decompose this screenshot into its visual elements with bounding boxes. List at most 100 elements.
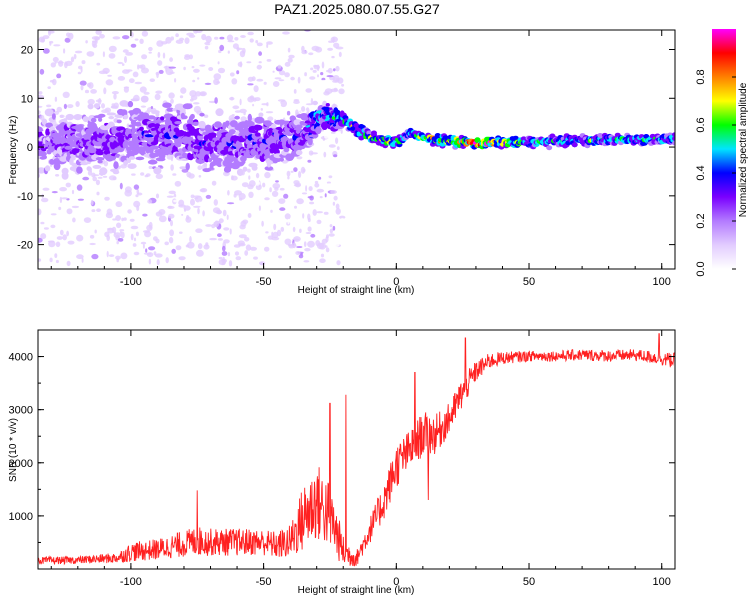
spectrogram-speckle (102, 175, 108, 178)
spectrogram-speckle (238, 234, 247, 239)
spectrogram-speckle (211, 180, 217, 186)
spectrogram-cell (101, 129, 106, 135)
spectrogram-speckle (135, 231, 139, 237)
spectrogram-speckle (168, 237, 174, 244)
spectrogram-speckle (211, 218, 216, 223)
spectrogram-speckle (133, 237, 137, 242)
spectrogram-speckle (121, 246, 126, 250)
spectrogram-speckle (265, 111, 274, 114)
spectrogram-speckle (191, 66, 195, 69)
spectrogram-speckle (179, 37, 185, 41)
spectrogram-speckle (197, 243, 203, 250)
spectrogram-speckle (241, 182, 249, 188)
spectrogram-speckle (205, 194, 212, 199)
spectrogram-speckle (264, 197, 270, 201)
spectrogram-speckle (43, 48, 50, 54)
spectrogram-speckle (42, 187, 50, 191)
spectrogram-speckle (243, 112, 246, 116)
spectrogram-speckle (85, 40, 88, 44)
spectrogram-speckle (318, 176, 322, 180)
snr-y-tick-label: 3000 (9, 405, 33, 417)
spectrogram-speckle (287, 243, 291, 247)
spectrogram-speckle (335, 208, 341, 215)
spectrogram-cell (80, 161, 89, 166)
spectrogram-speckle (128, 78, 135, 84)
spectrogram-cell (75, 124, 84, 133)
spectrogram-speckle (231, 175, 238, 181)
spectrogram-speckle (284, 72, 290, 78)
spectrogram-speckle (218, 49, 222, 54)
spectrogram-speckle (55, 259, 59, 264)
spectrogram-speckle (204, 82, 212, 85)
spectrogram-speckle (165, 65, 168, 73)
spectrogram-cell (307, 138, 313, 146)
spectrogram-speckle (296, 198, 304, 205)
spectrogram-speckle (73, 53, 77, 60)
spectrogram-speckle (147, 199, 153, 204)
spectrogram-speckle (193, 105, 201, 113)
spectrogram-speckle (50, 224, 56, 229)
spectrogram-cell (258, 112, 264, 118)
spectrogram-speckle (55, 241, 61, 248)
spectrogram-speckle (195, 91, 202, 97)
spectrogram-speckle (233, 244, 241, 248)
spectrogram-speckle (305, 232, 312, 234)
spectrogram-y-tick-label: 10 (21, 93, 33, 105)
spectrogram-cell (197, 134, 204, 141)
spectrogram-speckle (148, 258, 152, 265)
spectrogram-cell (38, 167, 46, 174)
spectrogram-speckle (123, 217, 127, 221)
spectrogram-cell (64, 145, 73, 150)
spectrogram-speckle (295, 109, 299, 116)
spectrogram-speckle (94, 229, 97, 234)
spectrogram-speckle (95, 179, 100, 186)
spectrogram-speckle (249, 95, 255, 101)
spectrogram-speckle (108, 45, 117, 53)
spectrogram-cell (113, 161, 119, 170)
spectrogram-speckle (315, 198, 319, 203)
spectrogram-cell (234, 115, 240, 120)
spectrogram-cell (155, 111, 160, 117)
spectrogram-speckle (142, 213, 148, 217)
spectrogram-cell (134, 121, 143, 127)
spectrogram-speckle (144, 230, 152, 238)
spectrogram-speckle (217, 233, 222, 238)
spectrogram-speckle (242, 219, 249, 225)
spectrogram-speckle (75, 101, 80, 107)
spectrogram-speckle (320, 72, 324, 76)
spectrogram-speckle (52, 56, 59, 63)
spectrogram-speckle (329, 228, 334, 234)
spectrogram-speckle (56, 106, 63, 113)
spectrogram-cell (153, 167, 162, 175)
spectrogram-cell (135, 156, 145, 161)
spectrogram-speckle (301, 50, 308, 55)
spectrogram-speckle (328, 144, 336, 148)
spectrogram-speckle (184, 97, 188, 104)
spectrogram-speckle (219, 36, 225, 40)
spectrogram-cell (672, 132, 675, 137)
spectrogram-speckle (326, 75, 334, 78)
spectrogram-speckle (122, 49, 129, 53)
snr-y-tick-label: 1000 (9, 511, 33, 523)
spectrogram-speckle (178, 199, 185, 207)
spectrogram-speckle (287, 47, 291, 53)
spectrogram-speckle (266, 43, 269, 49)
spectrogram-speckle (240, 35, 246, 38)
spectrogram-speckle (134, 81, 143, 85)
spectrogram-speckle (316, 188, 324, 193)
spectrogram-speckle (316, 211, 324, 214)
spectrogram-cell (192, 121, 200, 126)
spectrogram-speckle (297, 76, 301, 84)
spectrogram-speckle (124, 56, 127, 63)
spectrogram-speckle (131, 173, 136, 176)
spectrogram-speckle (59, 114, 65, 119)
spectrogram-cell (229, 120, 238, 128)
spectrogram-cell (76, 166, 83, 174)
spectrogram-speckle (62, 87, 70, 92)
spectrogram-cell (99, 167, 108, 176)
spectrogram-cell (174, 121, 182, 125)
spectrogram-speckle (330, 131, 336, 134)
spectrogram-speckle (300, 252, 303, 256)
spectrogram-speckle (332, 80, 340, 83)
spectrogram-speckle (308, 52, 314, 56)
